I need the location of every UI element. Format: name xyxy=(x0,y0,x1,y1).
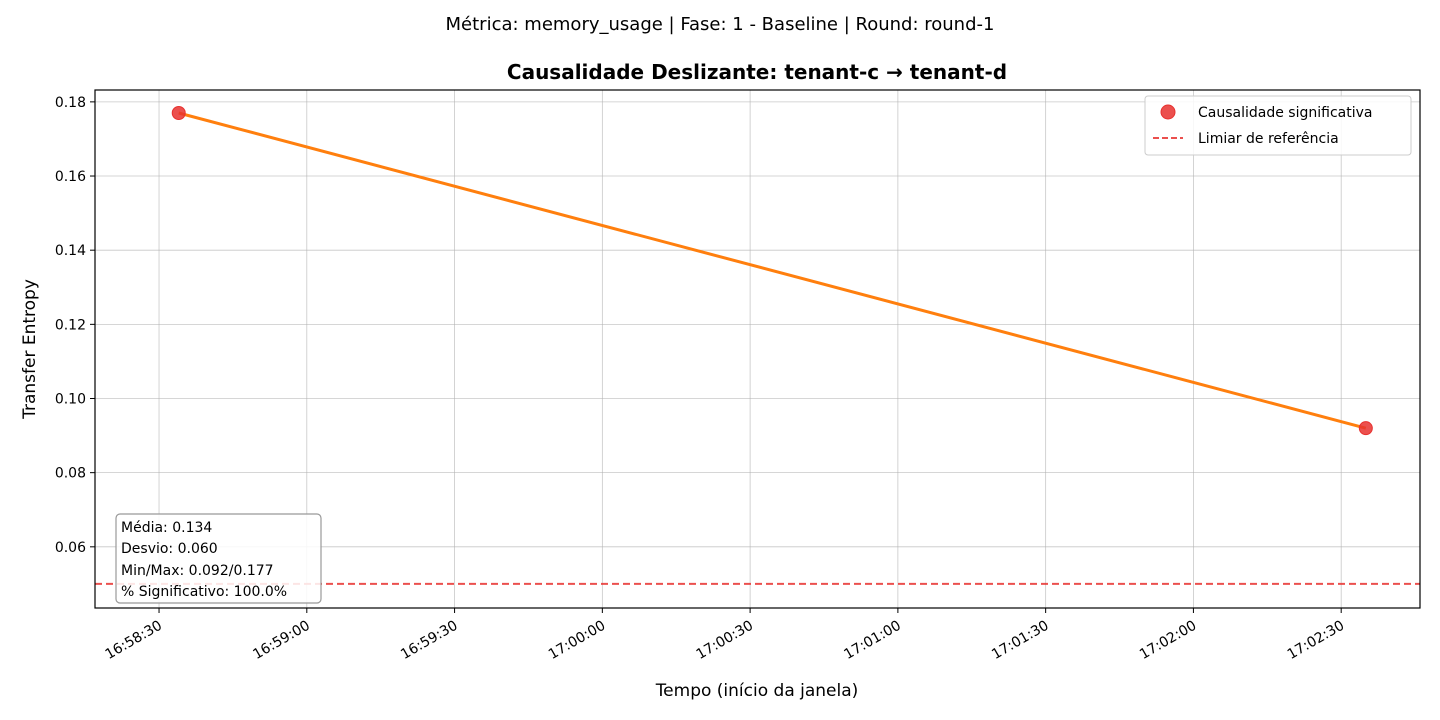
x-tick-label: 17:00:00 xyxy=(546,618,608,663)
significant-point xyxy=(171,105,186,120)
x-axis-ticks: 16:58:30 16:59:00 16:59:30 17:00:00 17:00:30… xyxy=(103,608,1347,663)
y-axis-ticks: 0.06 0.08 0.10 0.12 0.14 0.16 0.18 xyxy=(55,95,95,556)
x-tick-label: 17:01:00 xyxy=(841,618,903,663)
stats-mean: Média: 0.134 xyxy=(121,520,212,536)
x-axis-label: Tempo (início da janela) xyxy=(655,681,859,701)
x-tick-label: 17:02:30 xyxy=(1285,618,1347,663)
legend-label-reference: Limiar de referência xyxy=(1198,131,1339,147)
stats-minmax: Min/Max: 0.092/0.177 xyxy=(121,563,274,579)
x-tick-label: 16:59:30 xyxy=(398,618,460,663)
stats-stddev: Desvio: 0.060 xyxy=(121,541,218,557)
significant-point xyxy=(1358,421,1373,436)
series-line xyxy=(178,111,1367,430)
y-axis-label: Transfer Entropy xyxy=(20,279,40,420)
y-tick-label: 0.16 xyxy=(55,169,86,185)
chart-title: Causalidade Deslizante: tenant-c → tenan… xyxy=(507,60,1007,84)
y-tick-label: 0.14 xyxy=(55,243,86,259)
stats-significant-pct: % Significativo: 100.0% xyxy=(121,584,287,600)
plot-frame xyxy=(94,89,1421,609)
stats-box-frame xyxy=(115,513,322,604)
x-tick-label: 16:59:00 xyxy=(250,618,312,663)
series-group xyxy=(178,111,1367,430)
legend-marker-significant xyxy=(1160,104,1176,120)
legend-box xyxy=(1144,95,1412,156)
legend-label-significant: Causalidade significativa xyxy=(1198,105,1372,121)
y-tick-label: 0.08 xyxy=(55,466,86,482)
points-group xyxy=(171,105,1373,436)
chart-suptitle: Métrica: memory_usage | Fase: 1 - Baseli… xyxy=(446,14,995,35)
x-tick-label: 17:02:00 xyxy=(1137,618,1199,663)
y-tick-label: 0.10 xyxy=(55,392,86,408)
y-tick-label: 0.18 xyxy=(55,95,86,111)
stats-box: Média: 0.134 Desvio: 0.060 Min/Max: 0.09… xyxy=(115,513,322,604)
legend: Causalidade significativa Limiar de refe… xyxy=(1144,95,1412,156)
x-tick-label: 16:58:30 xyxy=(103,618,165,663)
y-tick-label: 0.06 xyxy=(55,540,86,556)
x-tick-label: 17:00:30 xyxy=(694,618,756,663)
y-tick-label: 0.12 xyxy=(55,317,86,333)
grid-lines xyxy=(95,90,1420,608)
x-tick-label: 17:01:30 xyxy=(989,618,1051,663)
